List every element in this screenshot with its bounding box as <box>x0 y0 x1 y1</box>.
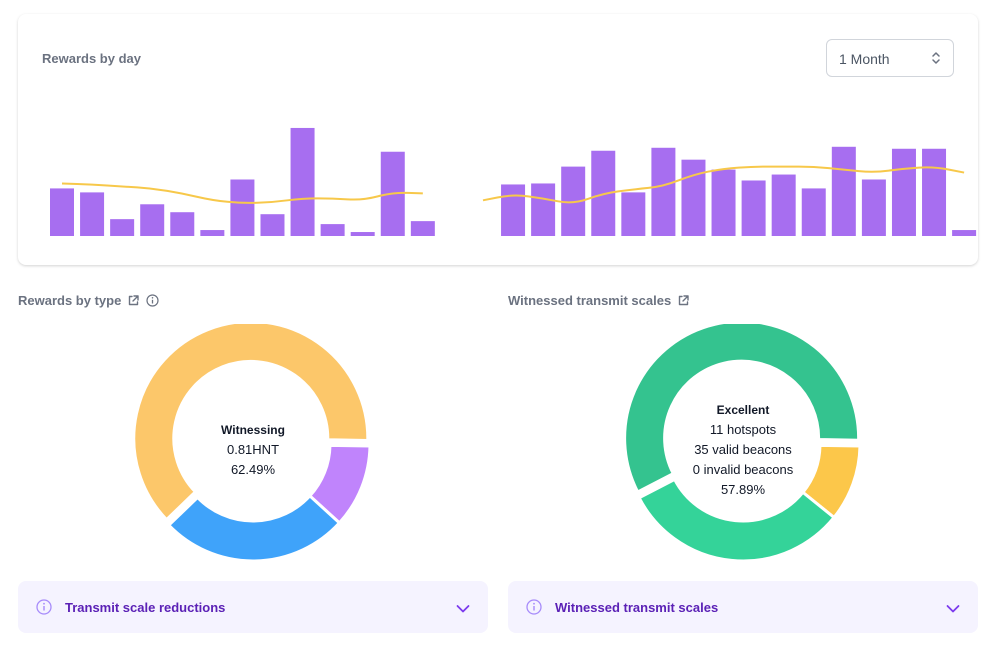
chevron-down-icon <box>946 601 960 613</box>
witnessed-transmit-scales-title: Witnessed transmit scales <box>508 292 672 308</box>
witnessed-transmit-scales-donut <box>623 324 862 563</box>
reward-bar[interactable] <box>170 212 195 236</box>
reward-bar[interactable] <box>230 179 255 236</box>
reward-bar[interactable] <box>681 159 706 236</box>
rewards-by-type-title: Rewards by type <box>18 292 122 308</box>
period-select[interactable]: 1 Month <box>826 39 954 77</box>
transmit-scale-reductions-accordion[interactable]: Transmit scale reductions <box>18 581 488 633</box>
reward-bar[interactable] <box>110 219 135 236</box>
reward-bar[interactable] <box>320 224 345 236</box>
rewards-by-type-header: Rewards by type <box>18 291 159 309</box>
info-icon[interactable] <box>146 293 159 307</box>
donut-center-label: Witnessing <box>221 423 285 437</box>
reward-bar[interactable] <box>711 169 736 236</box>
donut-center-percent: 57.89% <box>720 482 766 497</box>
reward-bar[interactable] <box>80 192 105 236</box>
reward-bar[interactable] <box>140 204 165 236</box>
external-link-icon[interactable] <box>677 294 690 307</box>
reward-bar[interactable] <box>741 180 766 236</box>
donut-center-value: 0.81HNT <box>226 442 280 457</box>
info-icon <box>526 599 542 615</box>
rewards-by-type-center: Witnessing 0.81HNT 62.49% <box>193 420 313 480</box>
reward-bar[interactable] <box>831 146 856 236</box>
donut-center-hotspots: 11 hotspots <box>709 422 777 437</box>
reward-bar[interactable] <box>952 230 977 236</box>
witnessed-transmit-scales-accordion[interactable]: Witnessed transmit scales <box>508 581 978 633</box>
accordion-label: Transmit scale reductions <box>65 600 226 615</box>
rewards-by-day-title: Rewards by day <box>42 51 141 66</box>
reward-bar[interactable] <box>290 127 315 236</box>
donut-center-label: Excellent <box>716 403 770 417</box>
reward-bar[interactable] <box>651 147 676 236</box>
reward-bar[interactable] <box>410 221 435 236</box>
period-select-value: 1 Month <box>839 51 890 67</box>
donut-center-percent: 62.49% <box>230 462 276 477</box>
donut-slice[interactable] <box>133 324 370 522</box>
reward-bar[interactable] <box>350 232 375 236</box>
reward-bar[interactable] <box>922 148 947 236</box>
donut-center-valid-beacons: 35 valid beacons <box>694 442 792 457</box>
donut-center-invalid-beacons: 0 invalid beacons <box>692 462 794 477</box>
external-link-icon[interactable] <box>127 294 140 307</box>
reward-bar[interactable] <box>200 230 225 236</box>
donut-slice[interactable] <box>166 493 342 563</box>
donut-slice[interactable] <box>623 324 861 495</box>
select-chevron-icon <box>931 50 941 66</box>
info-icon <box>36 599 52 615</box>
rewards-by-day-chart <box>50 127 977 236</box>
average-line <box>61 182 423 204</box>
average-line <box>482 165 965 204</box>
rewards-by-type-donut <box>133 324 372 563</box>
witnessed-transmit-scales-header: Witnessed transmit scales <box>508 291 690 309</box>
reward-bar[interactable] <box>50 188 74 236</box>
reward-bar[interactable] <box>621 192 646 236</box>
reward-bar[interactable] <box>501 184 526 236</box>
reward-bar[interactable] <box>531 183 556 236</box>
reward-bar[interactable] <box>861 179 886 236</box>
donut-slice[interactable] <box>637 477 837 563</box>
reward-bar[interactable] <box>260 214 285 236</box>
reward-bar[interactable] <box>771 174 796 236</box>
reward-bar[interactable] <box>891 148 916 236</box>
accordion-label: Witnessed transmit scales <box>555 600 719 615</box>
chevron-down-icon <box>456 601 470 613</box>
reward-bar[interactable] <box>801 188 826 236</box>
witnessed-transmit-scales-center: Excellent 11 hotspots 35 valid beacons 0… <box>668 400 818 500</box>
